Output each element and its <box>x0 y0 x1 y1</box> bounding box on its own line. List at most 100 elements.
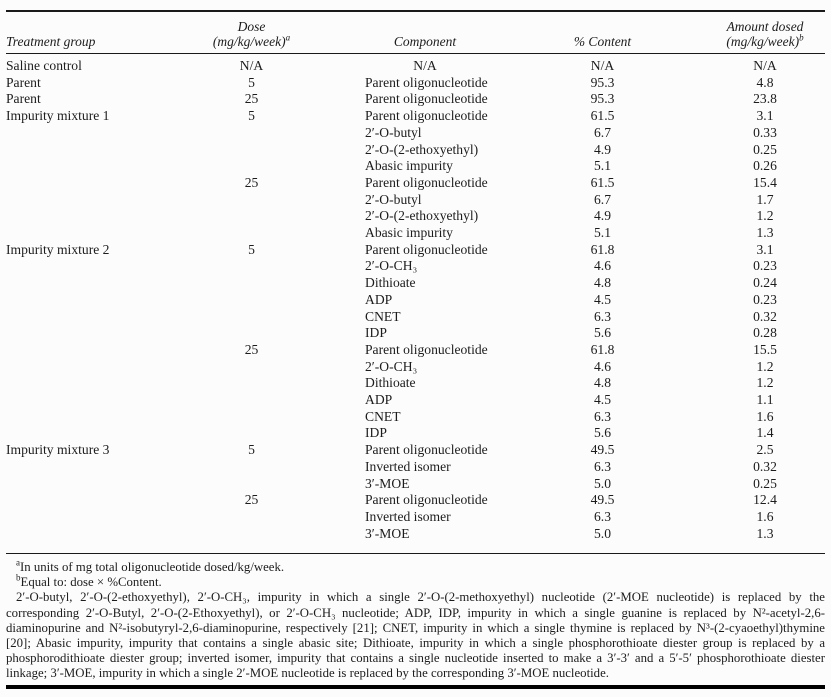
cell-content: 49.5 <box>590 492 615 508</box>
header-dose-units: (mg/kg/week) <box>212 33 286 49</box>
cell-amount: 1.2 <box>756 375 774 391</box>
table-header: Treatment group Dose (mg/kg/week)a Compo… <box>6 12 825 54</box>
cell-component: Parent oligonucleotide <box>365 74 488 90</box>
table-row: Dithioate 4.8 0.24 <box>6 275 825 292</box>
footnote-a: aIn units of mg total oligonucleotide do… <box>6 558 825 575</box>
cell-amount: 0.32 <box>753 308 777 324</box>
cell-dose <box>198 359 305 376</box>
cell-dose <box>198 208 305 225</box>
cell-amount: 0.32 <box>753 458 777 474</box>
cell-group: Parent <box>6 91 41 107</box>
table-row: ADP 4.5 1.1 <box>6 392 825 409</box>
cell-content: 95.3 <box>590 74 615 90</box>
cell-content: 5.1 <box>594 158 611 174</box>
cell-component: ADP <box>365 392 393 408</box>
cell-dose <box>198 125 305 142</box>
cell-group: Saline control <box>6 58 82 73</box>
cell-component: 2′-O-(2-ethoxyethyl) <box>365 141 479 157</box>
footnote-definitions: 2′-O-butyl, 2′-O-(2-ethoxyethyl), 2′-O-C… <box>6 590 825 681</box>
cell-amount: 0.25 <box>753 141 777 157</box>
cell-group <box>6 476 198 493</box>
cell-content: 61.8 <box>590 241 615 257</box>
cell-amount: 1.3 <box>756 525 774 541</box>
cell-content: 4.5 <box>594 291 611 307</box>
cell-dose <box>198 476 305 493</box>
cell-content: 4.9 <box>594 208 611 224</box>
cell-amount: 0.23 <box>753 258 777 274</box>
cell-dose: N/A <box>239 58 264 73</box>
cell-content: 5.1 <box>594 225 611 241</box>
cell-amount: 1.7 <box>756 191 774 207</box>
footnote-b: bEqual to: dose × %Content. <box>6 573 825 590</box>
table-body: Saline control N/A N/A N/A N/A Parent 5 Parent … <box>6 54 825 543</box>
cell-dose: 25 <box>244 91 259 107</box>
cell-component: IDP <box>365 325 387 341</box>
cell-dose <box>198 375 305 392</box>
cell-group: Impurity mixture 3 <box>6 442 110 458</box>
table-top-rule <box>6 10 825 12</box>
header-dose-line2: (mg/kg/week)a <box>198 32 305 50</box>
cell-group <box>6 309 198 326</box>
table-row: CNET 6.3 1.6 <box>6 409 825 426</box>
cell-dose <box>198 225 305 242</box>
cell-content: N/A <box>590 58 615 73</box>
footnotes-section: aIn units of mg total oligonucleotide do… <box>6 553 825 681</box>
table-row: Abasic impurity 5.1 0.26 <box>6 158 825 175</box>
cell-group <box>6 258 198 275</box>
footnote-a-ref: a <box>285 32 291 42</box>
cell-dose: 25 <box>244 492 259 508</box>
cell-component: Abasic impurity <box>365 225 453 241</box>
cell-amount: 1.2 <box>756 358 774 374</box>
table-row: Impurity mixture 3 5 Parent oligonucleotid… <box>6 442 825 459</box>
footnote-b-marker: b <box>16 573 21 584</box>
cell-group: Parent <box>6 74 41 90</box>
header-dose-line1: Dose <box>237 19 266 34</box>
cell-dose: 5 <box>248 108 255 124</box>
cell-component: Parent oligonucleotide <box>365 241 488 257</box>
cell-group <box>6 392 198 409</box>
cell-amount: 23.8 <box>753 91 777 107</box>
cell-component: Parent oligonucleotide <box>365 108 488 124</box>
cell-component: Dithioate <box>365 375 416 391</box>
dose-components-table: Treatment group Dose (mg/kg/week)a Compo… <box>6 12 825 542</box>
cell-content: 61.8 <box>590 341 615 357</box>
table-row: 25 Parent oligonucleotide 61.8 15.5 <box>6 342 825 359</box>
cell-group <box>6 208 198 225</box>
cell-amount: 0.23 <box>753 291 777 307</box>
footnote-a-marker: a <box>16 558 20 569</box>
cell-component: 2′-O-(2-ethoxyethyl) <box>365 208 479 224</box>
cell-content: 6.3 <box>594 458 611 474</box>
cell-dose <box>198 425 305 442</box>
table-row: Parent 25 Parent oligonucleotide 95.3 23.8 <box>6 91 825 108</box>
cell-dose <box>198 392 305 409</box>
cell-amount: 0.28 <box>753 325 777 341</box>
cell-component: Dithioate <box>365 275 416 291</box>
header-percent-content: % Content <box>545 12 660 54</box>
table-row: 2′-O-CH₃ 4.6 1.2 <box>6 359 825 376</box>
cell-content: 5.6 <box>594 325 611 341</box>
cell-group: Impurity mixture 2 <box>6 241 110 257</box>
cell-group <box>6 526 198 543</box>
cell-component: N/A <box>413 58 437 73</box>
table-row: Dithioate 4.8 1.2 <box>6 375 825 392</box>
footnote-b-ref: b <box>799 32 804 42</box>
cell-component: Parent oligonucleotide <box>365 492 488 508</box>
cell-content: 6.7 <box>594 191 611 207</box>
cell-group <box>6 459 198 476</box>
header-dose: Dose (mg/kg/week)a <box>198 12 305 54</box>
cell-content: 5.0 <box>594 525 611 541</box>
cell-component: Parent oligonucleotide <box>365 91 488 107</box>
table-row: 2′-O-butyl 6.7 0.33 <box>6 125 825 142</box>
cell-dose <box>198 509 305 526</box>
cell-group <box>6 192 198 209</box>
table-row: 2′-O-CH₃ 4.6 0.23 <box>6 258 825 275</box>
table-row: IDP 5.6 0.28 <box>6 325 825 342</box>
cell-component: CNET <box>365 408 401 424</box>
cell-dose: 5 <box>248 442 255 458</box>
table-row: Impurity mixture 1 5 Parent oligonucleotid… <box>6 108 825 125</box>
cell-amount: 1.6 <box>756 408 774 424</box>
cell-amount: 1.3 <box>756 225 774 241</box>
table-row: 2′-O-(2-ethoxyethyl) 4.9 0.25 <box>6 142 825 159</box>
cell-content: 4.9 <box>594 141 611 157</box>
table-row: Parent 5 Parent oligonucleotide 95.3 4.8 <box>6 75 825 92</box>
